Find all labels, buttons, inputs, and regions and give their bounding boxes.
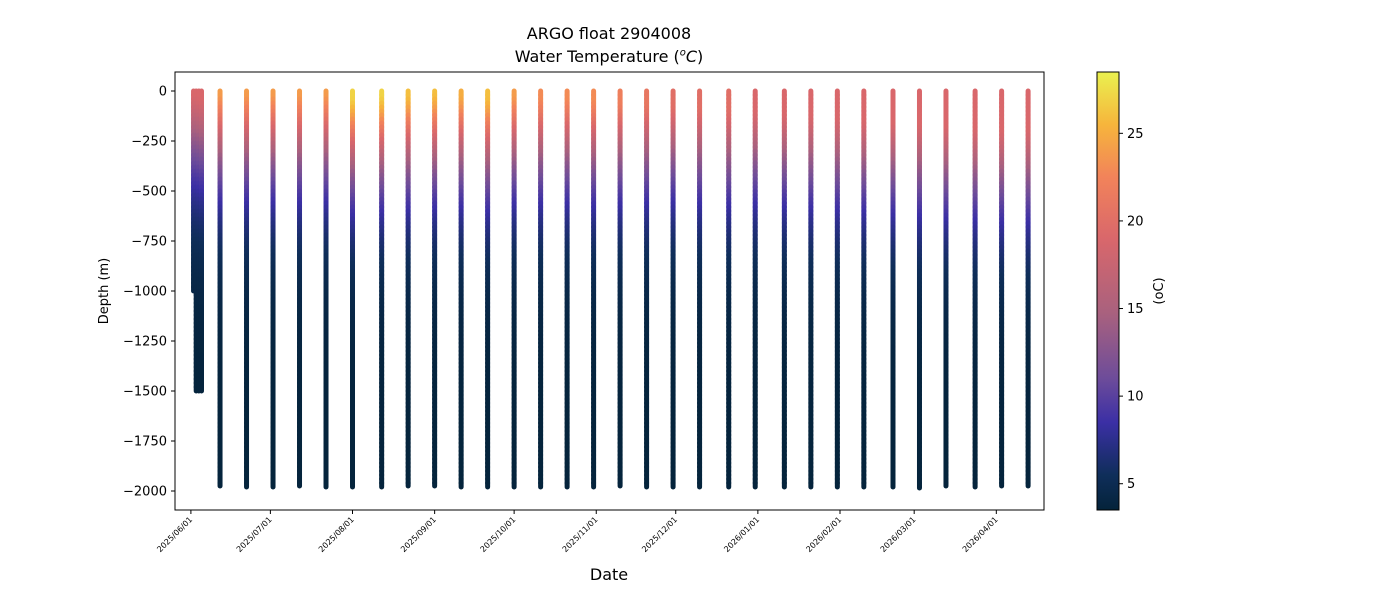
y-tick-label: 0 — [159, 85, 167, 100]
chart-title: ARGO float 2904008 — [526, 24, 692, 43]
x-tick-label: 2025/12/01 — [640, 515, 679, 554]
colorbar-tick-label: 15 — [1127, 302, 1144, 317]
x-axis: 2025/06/01 2025/07/01 2025/08/01 2025/09/01… — [155, 510, 1000, 554]
colorbar-tick-label: 5 — [1127, 477, 1135, 492]
x-tick-label: 2025/06/01 — [155, 515, 194, 554]
x-tick-label: 2026/01/01 — [722, 515, 761, 554]
subtitle-prefix: Water Temperature ( — [514, 47, 680, 66]
colorbar-tick-label: 25 — [1127, 127, 1144, 142]
colorbar-axis: 5 10 15 20 25 — [1119, 127, 1144, 492]
x-tick-label: 2026/02/01 — [804, 515, 843, 554]
x-tick-label: 2025/11/01 — [561, 515, 600, 554]
y-tick-label: −250 — [131, 135, 167, 150]
subtitle-unit: C — [685, 47, 698, 66]
x-tick-label: 2025/10/01 — [479, 515, 518, 554]
x-axis-label: Date — [590, 565, 628, 584]
chart-subtitle: Water Temperature (oC) — [174, 47, 1044, 66]
colorbar-tick-label: 10 — [1127, 390, 1144, 405]
y-axis-label: Depth (m) — [97, 258, 112, 325]
subtitle-suffix: ) — [697, 47, 704, 66]
subtitle-unit-superscript: o — [679, 47, 686, 59]
x-tick-label: 2025/07/01 — [235, 515, 274, 554]
y-tick-label: −1000 — [123, 285, 167, 300]
x-tick-label: 2026/03/01 — [879, 515, 918, 554]
y-tick-label: −1250 — [123, 335, 167, 350]
x-tick-label: 2025/08/01 — [317, 515, 356, 554]
y-axis: 0 −250 −500 −750 −1000 −1250 −1500 −1750 −2000 — [123, 85, 175, 500]
colorbar-tick-label: 20 — [1127, 214, 1144, 229]
colorbar-label: (oC) — [1152, 277, 1167, 304]
plot-frame — [174, 71, 1045, 511]
profile-group — [191, 88, 1031, 491]
y-tick-label: −2000 — [123, 485, 167, 500]
y-tick-label: −1500 — [123, 385, 167, 400]
x-tick-label: 2025/09/01 — [399, 515, 438, 554]
y-tick-label: −500 — [131, 185, 167, 200]
y-tick-label: −750 — [131, 235, 167, 250]
y-tick-label: −1750 — [123, 435, 167, 450]
colorbar — [1096, 71, 1120, 511]
x-tick-label: 2026/04/01 — [961, 515, 1000, 554]
